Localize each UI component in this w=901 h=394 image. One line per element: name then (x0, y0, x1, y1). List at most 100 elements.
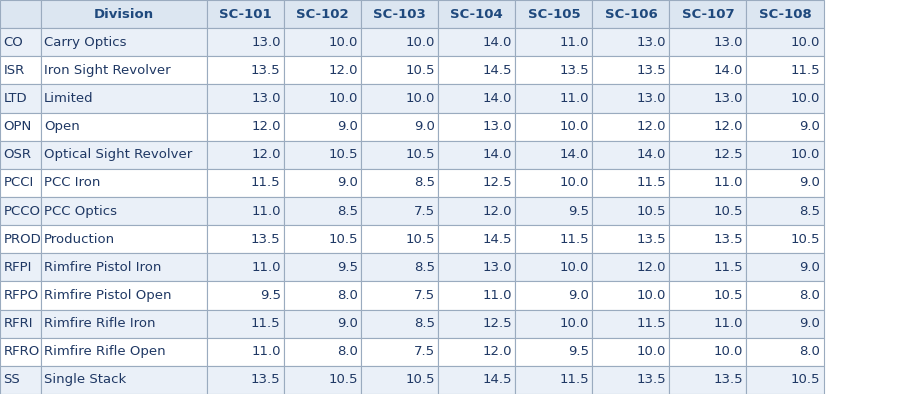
Text: Rimfire Pistol Iron: Rimfire Pistol Iron (44, 261, 161, 274)
Text: 8.0: 8.0 (799, 345, 820, 358)
Bar (593, 338, 669, 366)
Text: 11.5: 11.5 (636, 317, 666, 330)
Text: 11.0: 11.0 (560, 92, 589, 105)
Bar (41, 281, 207, 310)
Bar (0, 253, 41, 281)
Text: 8.5: 8.5 (414, 177, 435, 190)
Bar (747, 141, 824, 169)
Text: 10.5: 10.5 (405, 374, 435, 387)
Bar (207, 113, 285, 141)
Bar (669, 0, 747, 28)
Text: 10.0: 10.0 (328, 36, 358, 49)
Text: RFPI: RFPI (4, 261, 32, 274)
Text: 10.0: 10.0 (714, 345, 743, 358)
Text: 13.5: 13.5 (251, 233, 281, 246)
Text: 11.5: 11.5 (790, 64, 820, 77)
Text: 13.0: 13.0 (714, 36, 743, 49)
Text: 10.5: 10.5 (790, 233, 820, 246)
Text: 9.0: 9.0 (799, 177, 820, 190)
Bar (0, 281, 41, 310)
Text: 14.0: 14.0 (636, 148, 666, 161)
Bar (361, 225, 439, 253)
Bar (207, 366, 285, 394)
Text: Optical Sight Revolver: Optical Sight Revolver (44, 148, 193, 161)
Bar (0, 366, 41, 394)
Text: 12.0: 12.0 (328, 64, 358, 77)
Text: 10.0: 10.0 (790, 92, 820, 105)
Text: Rimfire Rifle Iron: Rimfire Rifle Iron (44, 317, 156, 330)
Text: RFRI: RFRI (4, 317, 33, 330)
Bar (361, 28, 439, 56)
Bar (41, 169, 207, 197)
Text: ISR: ISR (4, 64, 25, 77)
Text: SC-106: SC-106 (605, 7, 658, 20)
Bar (593, 225, 669, 253)
Bar (593, 197, 669, 225)
Bar (361, 366, 439, 394)
Bar (593, 310, 669, 338)
Bar (593, 169, 669, 197)
Text: 13.0: 13.0 (714, 92, 743, 105)
Bar (593, 253, 669, 281)
Bar (207, 253, 285, 281)
Text: 11.5: 11.5 (636, 177, 666, 190)
Text: 9.0: 9.0 (337, 120, 358, 133)
Bar (0, 28, 41, 56)
Text: 12.0: 12.0 (636, 261, 666, 274)
Bar (593, 28, 669, 56)
Text: SC-105: SC-105 (528, 7, 580, 20)
Bar (593, 56, 669, 84)
Bar (669, 310, 747, 338)
Text: PROD: PROD (4, 233, 41, 246)
Bar (439, 169, 515, 197)
Bar (41, 0, 207, 28)
Bar (0, 0, 41, 28)
Bar (747, 197, 824, 225)
Bar (747, 28, 824, 56)
Bar (361, 281, 439, 310)
Bar (207, 310, 285, 338)
Text: Production: Production (44, 233, 115, 246)
Text: 10.5: 10.5 (405, 148, 435, 161)
Text: 11.0: 11.0 (560, 36, 589, 49)
Text: 14.0: 14.0 (482, 36, 512, 49)
Text: 11.5: 11.5 (251, 317, 281, 330)
Text: 13.5: 13.5 (636, 64, 666, 77)
Bar (669, 281, 747, 310)
Text: 8.5: 8.5 (414, 317, 435, 330)
Bar (747, 253, 824, 281)
Bar (439, 84, 515, 113)
Text: 10.5: 10.5 (405, 233, 435, 246)
Bar (439, 113, 515, 141)
Bar (285, 197, 361, 225)
Text: Open: Open (44, 120, 80, 133)
Text: 14.5: 14.5 (482, 64, 512, 77)
Bar (593, 84, 669, 113)
Text: PCC Iron: PCC Iron (44, 177, 101, 190)
Bar (41, 253, 207, 281)
Bar (439, 141, 515, 169)
Bar (361, 141, 439, 169)
Text: 9.5: 9.5 (337, 261, 358, 274)
Bar (747, 169, 824, 197)
Bar (669, 366, 747, 394)
Bar (515, 338, 593, 366)
Bar (747, 113, 824, 141)
Bar (41, 56, 207, 84)
Bar (669, 141, 747, 169)
Text: 7.5: 7.5 (414, 289, 435, 302)
Text: 10.0: 10.0 (405, 36, 435, 49)
Bar (593, 113, 669, 141)
Text: 10.5: 10.5 (405, 64, 435, 77)
Bar (0, 197, 41, 225)
Text: 10.0: 10.0 (560, 120, 589, 133)
Bar (439, 338, 515, 366)
Bar (747, 366, 824, 394)
Text: 13.5: 13.5 (560, 64, 589, 77)
Bar (285, 338, 361, 366)
Bar (41, 197, 207, 225)
Text: 9.0: 9.0 (337, 177, 358, 190)
Text: 10.5: 10.5 (328, 374, 358, 387)
Text: Carry Optics: Carry Optics (44, 36, 127, 49)
Text: 13.5: 13.5 (251, 64, 281, 77)
